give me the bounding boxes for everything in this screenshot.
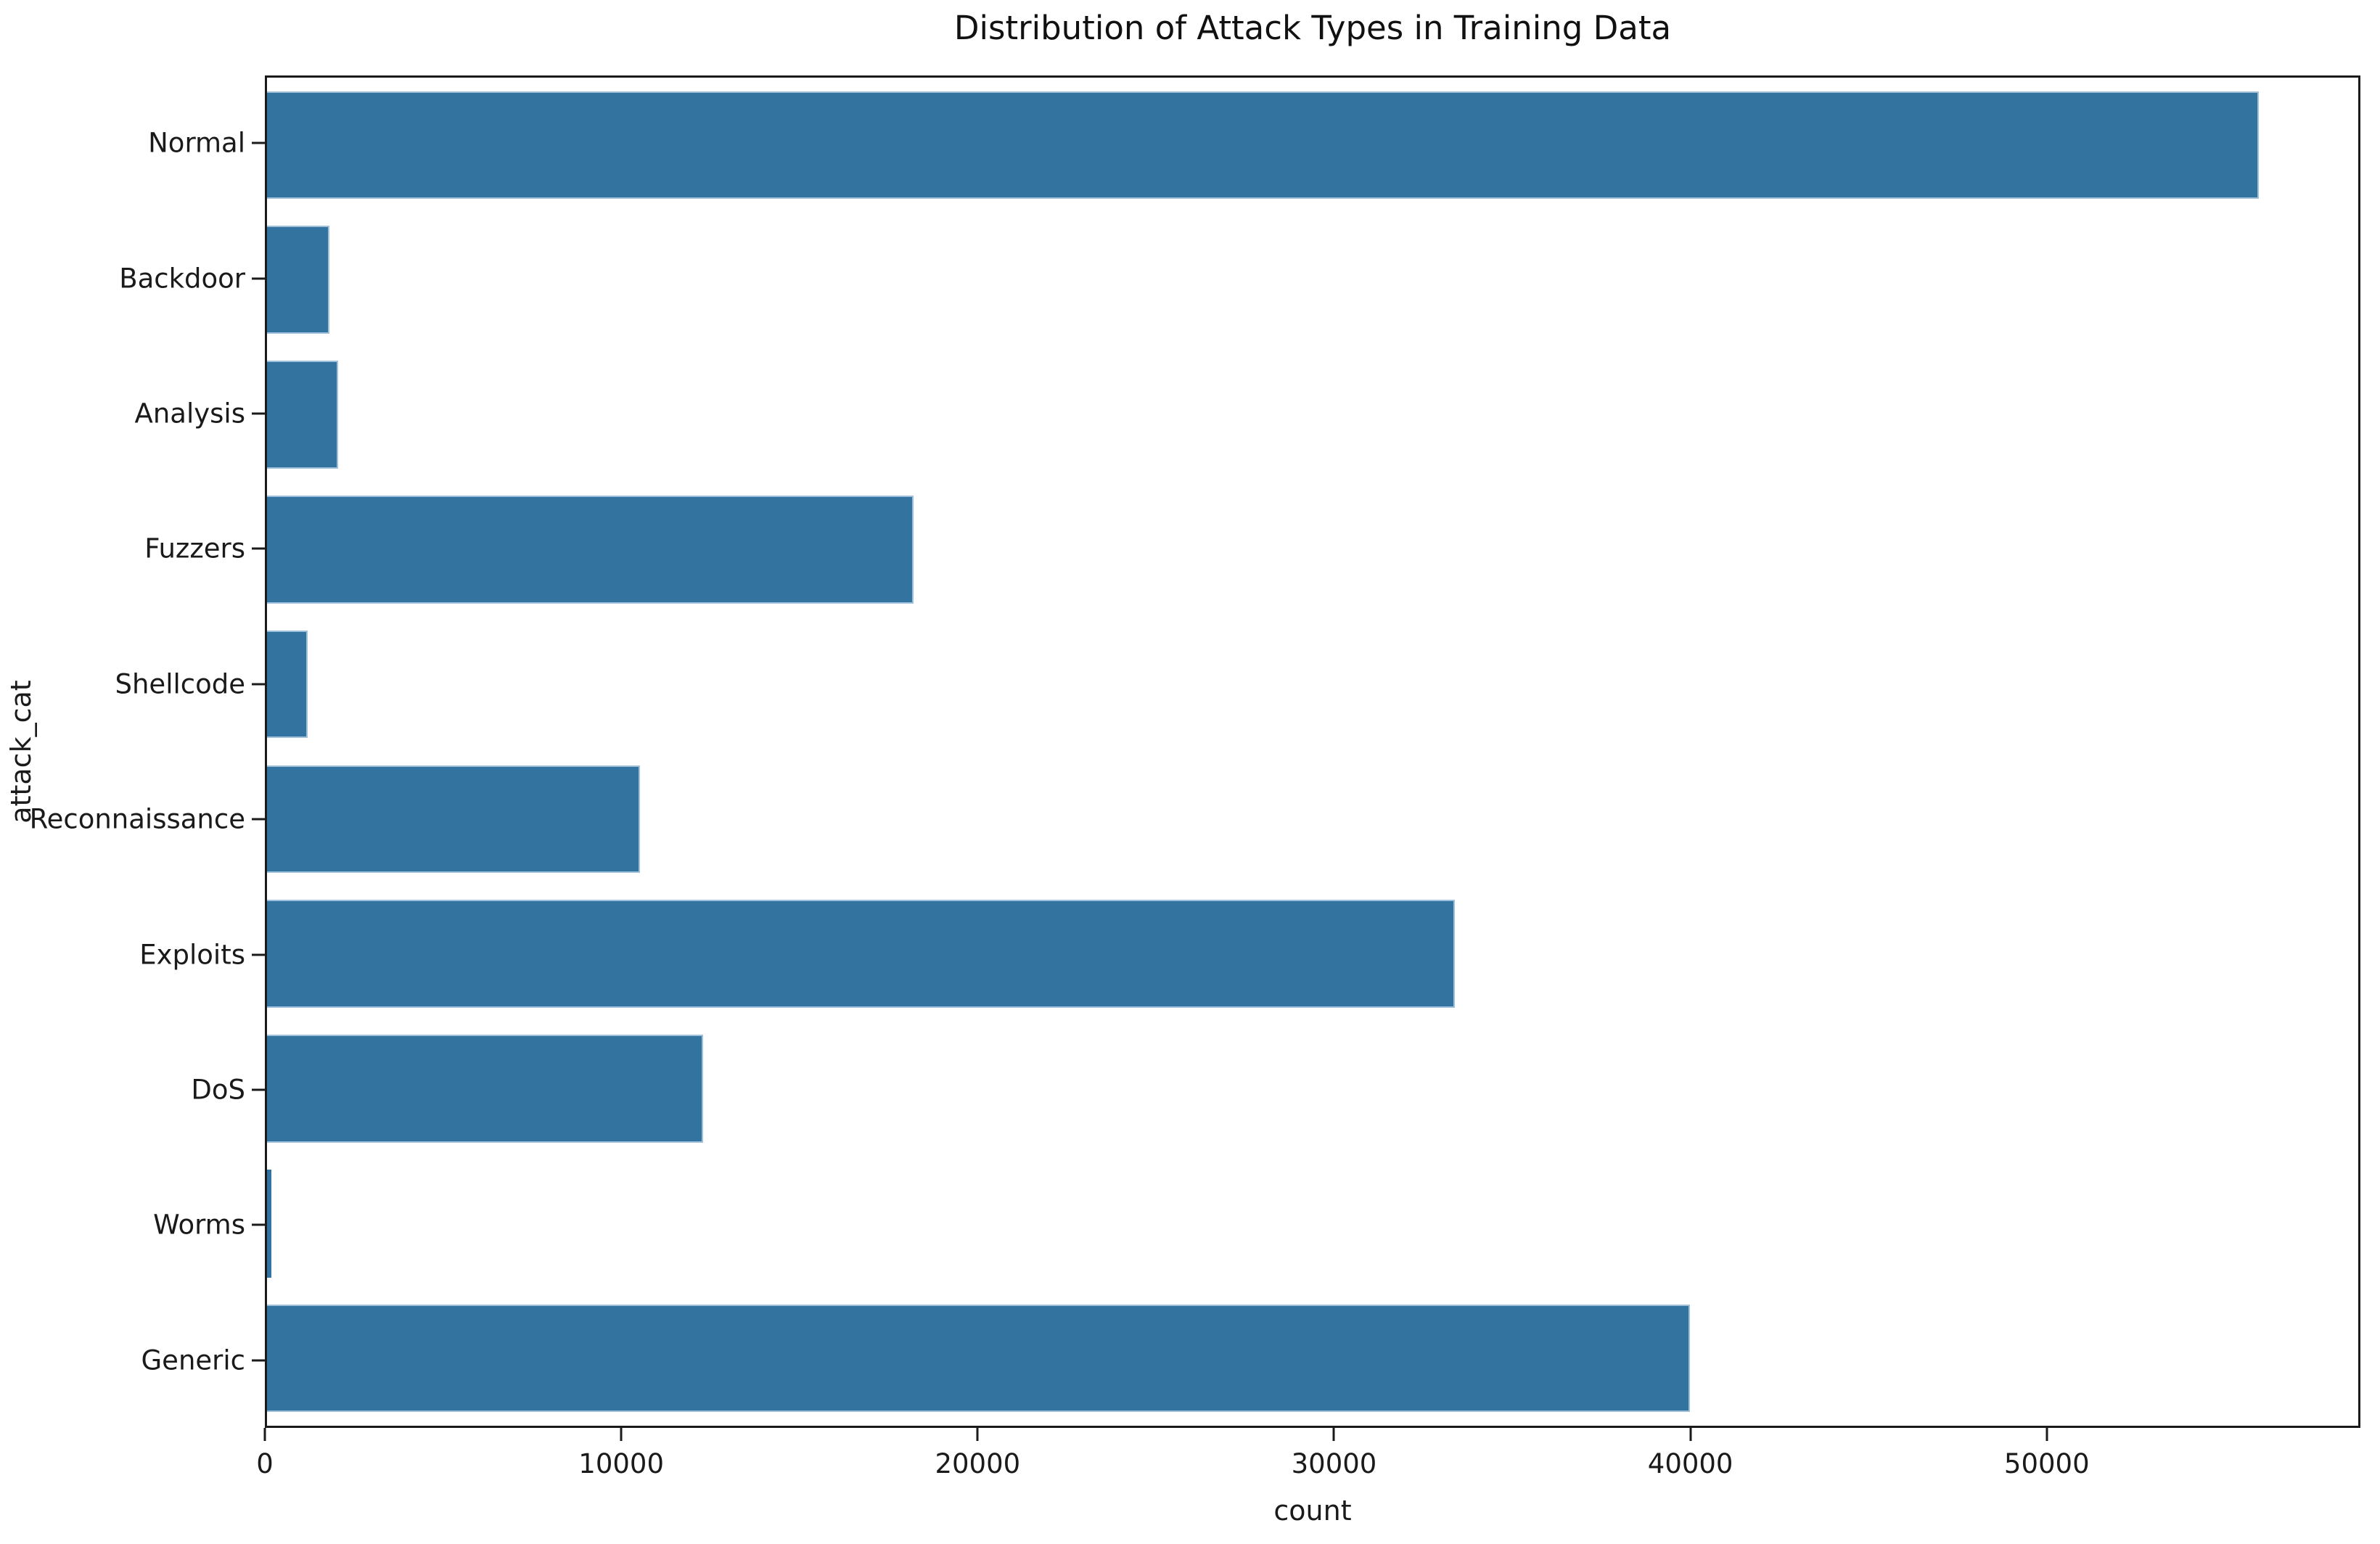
bar-backdoor [267, 226, 329, 334]
bar-row-shellcode [267, 617, 2358, 752]
y-tick-label-generic: Generic [141, 1344, 245, 1376]
bar-row-exploits [267, 887, 2358, 1022]
y-tick-label-worms: Worms [153, 1209, 245, 1241]
bar-exploits [267, 900, 1455, 1008]
y-tick-label-backdoor: Backdoor [119, 263, 245, 295]
y-tick-mark-normal [252, 141, 265, 144]
y-tick-mark-fuzzers [252, 547, 265, 550]
y-tick-mark-worms [252, 1223, 265, 1226]
y-tick-label-shellcode: Shellcode [115, 668, 246, 700]
y-tick-label-analysis: Analysis [134, 398, 245, 430]
y-tick-label-dos: DoS [191, 1074, 245, 1106]
bar-row-generic [267, 1291, 2358, 1426]
bars-container [267, 78, 2358, 1426]
bar-row-backdoor [267, 213, 2358, 348]
bar-analysis [267, 361, 339, 469]
bar-shellcode [267, 630, 308, 739]
y-tick-mark-reconnaissance [252, 818, 265, 821]
x-tick-mark-30000 [1332, 1428, 1335, 1441]
x-tick-mark-0 [263, 1428, 266, 1441]
bar-row-worms [267, 1156, 2358, 1291]
x-tick-mark-50000 [2045, 1428, 2048, 1441]
y-tick-label-exploits: Exploits [139, 939, 245, 971]
x-tick-mark-40000 [1689, 1428, 1692, 1441]
y-tick-mark-analysis [252, 412, 265, 415]
y-tick-mark-dos [252, 1088, 265, 1091]
y-tick-mark-generic [252, 1359, 265, 1362]
x-axis-label: count [1273, 1495, 1352, 1527]
y-tick-label-fuzzers: Fuzzers [144, 533, 245, 564]
bar-normal [267, 91, 2259, 200]
y-tick-mark-shellcode [252, 683, 265, 686]
bar-reconnaissance [267, 765, 641, 874]
x-tick-label-30000: 30000 [1291, 1448, 1377, 1479]
bar-row-normal [267, 78, 2358, 213]
bar-generic [267, 1304, 1690, 1413]
plot-area [265, 75, 2360, 1428]
x-tick-label-50000: 50000 [2003, 1448, 2090, 1479]
x-tick-label-10000: 10000 [578, 1448, 665, 1479]
y-tick-label-normal: Normal [148, 127, 245, 159]
x-tick-label-0: 0 [256, 1448, 274, 1479]
bar-dos [267, 1035, 704, 1143]
y-tick-mark-exploits [252, 953, 265, 956]
bar-row-analysis [267, 348, 2358, 482]
bar-worms [267, 1169, 272, 1278]
y-tick-mark-backdoor [252, 277, 265, 280]
bar-row-reconnaissance [267, 752, 2358, 887]
x-tick-mark-20000 [976, 1428, 979, 1441]
y-tick-label-reconnaissance: Reconnaissance [29, 803, 245, 835]
x-tick-label-20000: 20000 [935, 1448, 1021, 1479]
x-tick-mark-10000 [620, 1428, 623, 1441]
bar-fuzzers [267, 495, 914, 604]
x-tick-label-40000: 40000 [1647, 1448, 1733, 1479]
chart-title: Distribution of Attack Types in Training… [953, 9, 1672, 47]
bar-row-fuzzers [267, 482, 2358, 617]
bar-row-dos [267, 1022, 2358, 1157]
